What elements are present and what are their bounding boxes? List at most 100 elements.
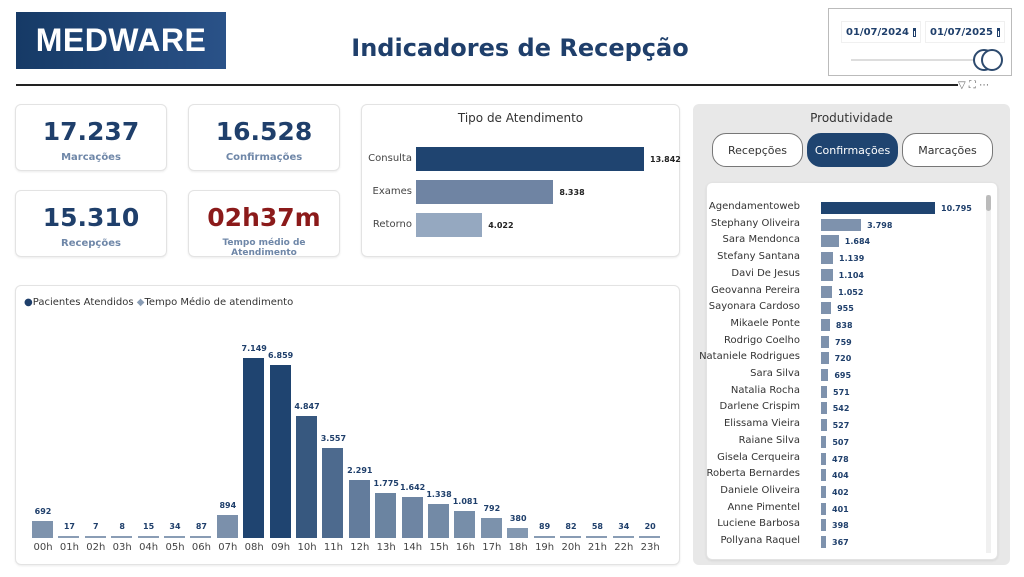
axis-tick-label: 04h [139, 542, 159, 553]
data-label: 4.847 [294, 401, 320, 411]
tipo-atendimento-chart: Tipo de Atendimento Consulta 13.842 Exames… [361, 104, 681, 257]
bar [428, 504, 449, 538]
scrollbar-thumb[interactable] [986, 195, 991, 211]
end-date-input[interactable]: 01/07/2025 [925, 21, 1005, 43]
header-divider [16, 84, 958, 86]
tab-marcacoes[interactable]: Marcações [902, 133, 993, 167]
data-label: 58 [591, 522, 603, 531]
data-label: 13.842 [650, 155, 681, 164]
data-label: 542 [832, 404, 850, 414]
axis-tick-label: 08h [244, 542, 264, 553]
panel-title: Produtividade [810, 111, 893, 125]
kpi-value: 17.237 [42, 117, 140, 146]
bar [507, 528, 529, 538]
data-label: 527 [832, 421, 850, 431]
kpi-card-confirmacoes: 16.528 Confirmações [188, 104, 340, 171]
bar [821, 285, 833, 298]
data-label: 1.104 [838, 270, 864, 280]
data-label: 1.338 [426, 490, 452, 500]
start-date-input[interactable]: 01/07/2024 [841, 21, 921, 43]
bar [821, 268, 833, 281]
date-range-slicer[interactable]: 01/07/2024 01/07/2025 [828, 8, 1012, 76]
axis-tick-label: 15h [429, 542, 449, 553]
axis-tick-label: 06h [191, 542, 211, 553]
axis-tick-label: 14h [403, 542, 423, 553]
bar-label: Gisela Cerqueira [717, 451, 800, 463]
bar-label: Luciene Barbosa [717, 518, 800, 530]
data-label: 955 [837, 304, 854, 314]
data-label: 1.684 [844, 237, 871, 247]
bar-label: Nataniele Rodrigues [699, 351, 800, 363]
data-label: 87 [195, 521, 207, 531]
data-label: 20 [644, 522, 656, 531]
filter-icon[interactable]: ▽ [958, 80, 966, 91]
bar [821, 218, 862, 231]
bar [560, 535, 581, 538]
data-label: 34 [169, 522, 181, 531]
bar-label: Anne Pimentel [727, 501, 800, 513]
bar [296, 415, 317, 538]
data-label: 404 [832, 471, 849, 481]
bar [821, 235, 839, 248]
bar-label: Retorno [372, 219, 412, 230]
bar [401, 496, 423, 538]
data-label: 1.081 [452, 496, 479, 506]
bar-label: Stephany Oliveira [710, 217, 800, 229]
bar [821, 318, 830, 331]
focus-mode-icon[interactable]: ⛶ [968, 80, 976, 91]
axis-tick-label: 17h [482, 542, 502, 553]
calendar-icon[interactable] [996, 27, 1000, 37]
data-label: 478 [832, 454, 849, 464]
bar [639, 536, 661, 538]
data-label: 367 [832, 538, 849, 547]
data-label: 398 [832, 521, 849, 531]
data-label: 894 [219, 501, 237, 511]
kpi-value: 15.310 [42, 203, 140, 232]
data-label: 720 [834, 354, 852, 364]
bar [137, 536, 159, 538]
tab-recepcoes[interactable]: Recepções [712, 133, 803, 167]
axis-tick-label: 23h [640, 542, 660, 553]
bar [454, 510, 476, 538]
bar [821, 519, 826, 532]
axis-tick-label: 21h [587, 542, 607, 553]
bar [821, 435, 827, 448]
bar-label: Davi De Jesus [731, 267, 800, 279]
bar [348, 480, 370, 538]
bar [375, 493, 397, 538]
kpi-value: 16.528 [215, 117, 313, 146]
scrollbar[interactable] [986, 195, 991, 553]
bar [533, 535, 555, 538]
bar [416, 213, 483, 237]
bar [821, 252, 834, 265]
legend-item[interactable]: ◆Tempo Médio de atendimento [136, 297, 294, 308]
bar [322, 448, 344, 538]
end-date-value: 01/07/2025 [930, 26, 993, 38]
bar-label: Sayonara Cardoso [708, 301, 800, 313]
bar-label: Sara Mendonca [722, 234, 800, 246]
slider-handle-end[interactable] [981, 49, 1003, 71]
tab-confirmacoes[interactable]: Confirmações [807, 133, 898, 167]
axis-tick-label: 12h [350, 542, 370, 553]
bar [58, 536, 80, 538]
visual-header-icons: ▽ ⛶ ⋯ [958, 80, 989, 91]
bar-label: Elissama Vieira [723, 418, 800, 430]
axis-tick-label: 22h [614, 542, 634, 553]
bar-label: Agendamentoweb [708, 201, 800, 212]
bar [821, 419, 827, 432]
axis-tick-label: 05h [165, 542, 185, 553]
kpi-card-marcacoes: 17.237 Marcações [15, 104, 167, 171]
axis-tick-label: 20h [561, 542, 581, 553]
legend-item[interactable]: ●Pacientes Atendidos [24, 297, 134, 308]
data-label: 759 [835, 337, 852, 347]
data-label: 7.149 [241, 344, 267, 353]
calendar-icon[interactable] [912, 27, 916, 37]
bar-label: Roberta Bernardes [706, 468, 800, 480]
data-label: 10.795 [941, 204, 972, 213]
data-label: 6.859 [267, 351, 294, 361]
bar [821, 302, 832, 315]
date-slider-track[interactable] [851, 59, 981, 61]
more-options-icon[interactable]: ⋯ [979, 80, 990, 91]
data-label: 692 [34, 506, 52, 516]
bar-label: Consulta [368, 153, 412, 164]
